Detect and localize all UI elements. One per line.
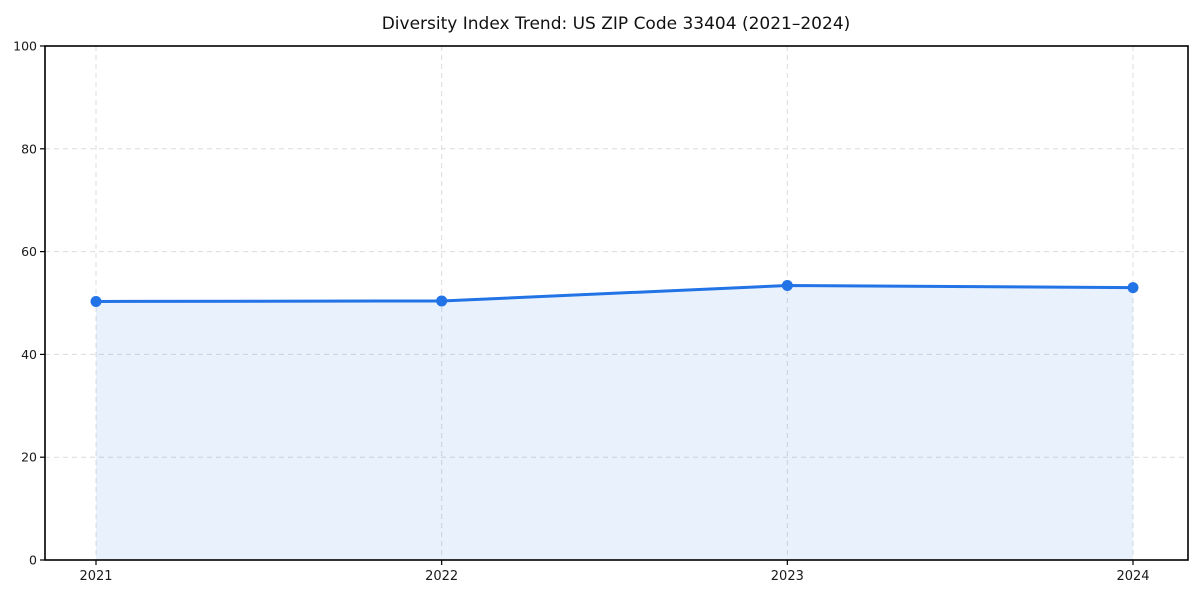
area-fill <box>96 285 1133 560</box>
plot-border <box>44 45 1189 561</box>
chart-title: Diversity Index Trend: US ZIP Code 33404… <box>382 14 851 34</box>
trend-line <box>94 284 1135 303</box>
x-axis-tick-label: 2023 <box>771 569 804 584</box>
y-axis-tick-label: 40 <box>21 347 37 362</box>
plot-layers: 0 20 40 60 80 100 2021 2022 2023 2024 <box>13 39 1189 584</box>
x-axis-tick-label: 2022 <box>425 569 458 584</box>
data-point-marker <box>1127 282 1139 294</box>
data-point-marker <box>90 295 102 307</box>
y-axis-tick-label: 0 <box>29 553 37 568</box>
y-axis-tick-label: 80 <box>21 141 37 156</box>
data-point-marker <box>781 280 793 292</box>
data-point-marker <box>436 295 448 307</box>
y-axis-tick-label: 20 <box>21 450 37 465</box>
y-axis-tick-label: 60 <box>21 244 37 259</box>
x-axis-tick-label: 2021 <box>79 569 112 584</box>
y-axis-tick-label: 100 <box>13 39 37 54</box>
x-axis-tick-label: 2024 <box>1116 569 1149 584</box>
